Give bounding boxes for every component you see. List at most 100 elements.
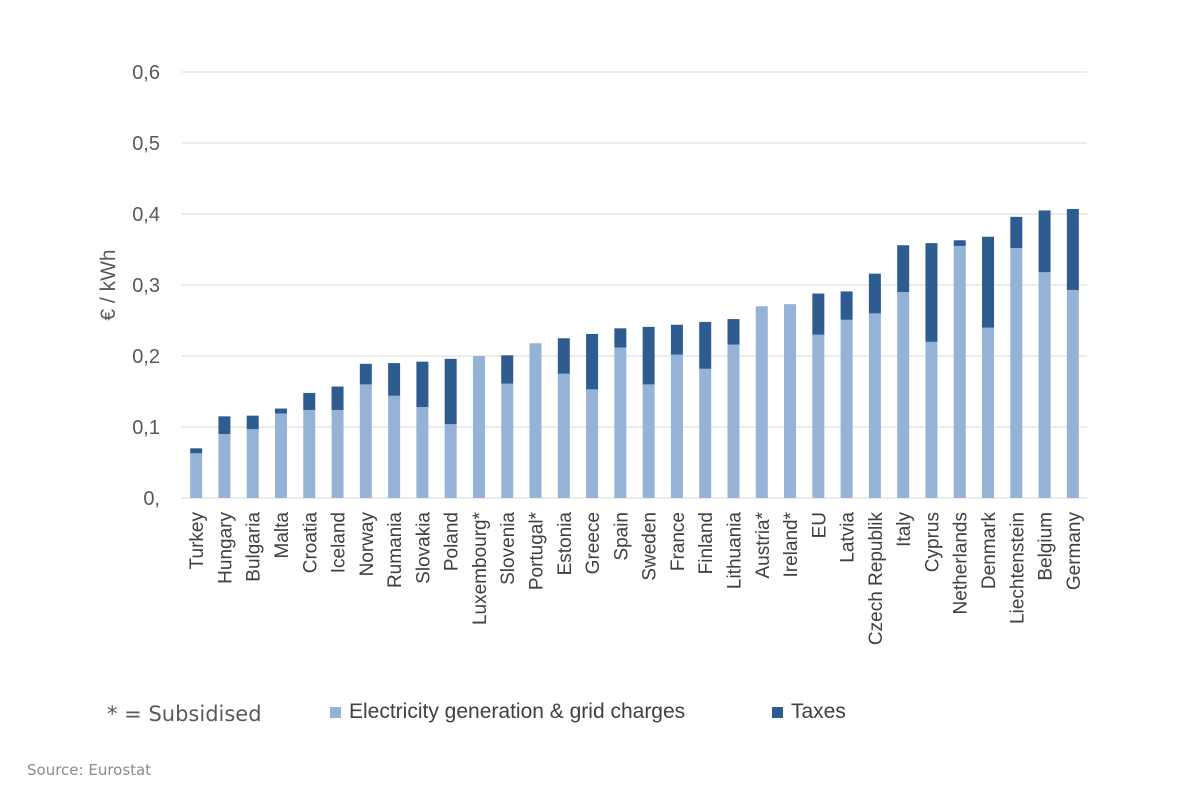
bar-segment-generation [472, 356, 485, 498]
bar-segment-generation [812, 334, 825, 498]
bar-segment-generation [925, 341, 938, 498]
bar-segment-generation [529, 343, 542, 498]
bar-segment-taxes [953, 240, 966, 246]
x-tick-label: Luxembourg* [470, 511, 491, 625]
bar-segment-generation [416, 407, 429, 498]
bar-segment-generation [897, 292, 910, 498]
bar-segment-generation [388, 395, 401, 498]
y-tick-label: 0,4 [132, 204, 160, 226]
bar-segment-taxes [388, 363, 401, 396]
x-tick-label: Portugal* [527, 511, 548, 590]
bar-segment-taxes [218, 416, 231, 435]
bar-segment-taxes [868, 273, 881, 314]
bar-segment-generation [840, 319, 853, 498]
x-tick-label: Netherlands [951, 512, 972, 614]
x-tick-label: Estonia [555, 512, 576, 576]
y-tick-labels: 0, 0,1 0,2 0,3 0,4 0,5 0,6 [132, 62, 160, 510]
bar-segment-generation [1010, 248, 1023, 498]
bar-segment-generation [218, 434, 231, 498]
bar-segment-taxes [1010, 216, 1023, 249]
legend-item-generation: Electricity generation & grid charges [330, 700, 685, 724]
bar-segment-taxes [699, 321, 712, 369]
legend-swatch-generation [330, 706, 341, 718]
bar-segment-generation [274, 413, 287, 498]
x-tick-label: Sweden [640, 512, 661, 581]
bar-segment-taxes [1038, 210, 1051, 273]
legend-swatch-taxes [772, 706, 783, 718]
x-tick-label: Latvia [838, 512, 859, 563]
bar-segment-taxes [246, 415, 259, 430]
x-tick-label: Lithuania [724, 512, 745, 590]
bar-segment-generation [246, 429, 259, 498]
x-tick-label: France [668, 512, 689, 571]
x-tick-label: Slovenia [498, 512, 519, 585]
bar-segment-taxes [331, 386, 344, 410]
x-tick-label: Norway [357, 512, 378, 577]
y-tick-label: 0,6 [132, 62, 160, 84]
bar-segment-taxes [614, 328, 627, 348]
bar-segment-generation [727, 344, 740, 498]
x-tick-label: EU [809, 512, 830, 538]
bar-segment-generation [331, 409, 344, 498]
bar-segment-generation [1038, 272, 1051, 498]
bar-segment-generation [444, 424, 457, 498]
bar-segment-taxes [359, 363, 372, 385]
bar-segment-generation [670, 354, 683, 498]
bar-segment-taxes [727, 319, 740, 345]
bar-segment-taxes [642, 326, 655, 385]
bar-segment-generation [614, 347, 627, 498]
bar-segment-taxes [1066, 209, 1079, 290]
x-tick-label: Rumania [385, 512, 406, 588]
bar-segment-taxes [925, 243, 938, 342]
x-tick-label: Czech Republik [866, 512, 887, 646]
bar-segment-taxes [190, 448, 203, 454]
bar-segment-taxes [897, 245, 910, 293]
bar-segment-taxes [444, 358, 457, 425]
source-note: Source: Eurostat [27, 761, 152, 779]
x-tick-label: Germany [1064, 512, 1085, 591]
bar-segment-taxes [586, 333, 599, 390]
y-tick-label: 0, [143, 488, 160, 510]
x-tick-labels: Turkey Hungary Bulgaria Malta Croatia Iceland… [187, 511, 1085, 645]
x-tick-label: Italy [894, 512, 915, 547]
x-tick-label: Hungary [215, 512, 236, 584]
y-tick-label: 0,2 [132, 346, 160, 368]
bar-segment-taxes [670, 324, 683, 355]
x-tick-label: Spain [611, 512, 632, 561]
bar-segment-taxes [416, 361, 429, 408]
bar-segment-taxes [501, 355, 514, 384]
stacked-bar-chart: 0, 0,1 0,2 0,3 0,4 0,5 0,6 Turkey Hungary Bulgar… [97, 62, 1087, 645]
y-tick-label: 0,3 [132, 275, 160, 297]
bar-segment-generation [303, 409, 316, 498]
y-axis-label: € / kWh [97, 249, 120, 320]
bar-segment-generation [784, 304, 797, 498]
x-tick-label: Ireland* [781, 511, 802, 577]
bar-segment-generation [982, 327, 995, 498]
bar-segment-taxes [982, 236, 995, 328]
x-tick-label: Greece [583, 512, 604, 574]
bar-segment-generation [359, 384, 372, 498]
x-tick-label: Liechtenstein [1007, 512, 1028, 624]
bar-segment-taxes [840, 291, 853, 320]
legend-label-generation: Electricity generation & grid charges [349, 700, 686, 723]
bar-segment-generation [953, 245, 966, 498]
subsidised-note: * = Subsidised [107, 702, 262, 726]
bar-segment-generation [501, 383, 514, 498]
x-tick-label: Turkey [187, 512, 208, 570]
bar-segment-generation [699, 368, 712, 498]
bar-segment-generation [755, 306, 768, 498]
bar-segment-taxes [557, 338, 570, 374]
legend-label-taxes: Taxes [791, 700, 846, 723]
y-tick-label: 0,5 [132, 133, 160, 155]
x-tick-label: Malta [272, 512, 293, 559]
bar-segment-generation [557, 373, 570, 498]
bar-segment-taxes [274, 408, 287, 414]
bar-segment-taxes [812, 293, 825, 335]
x-tick-label: Iceland [329, 512, 350, 573]
gridlines [182, 71, 1087, 499]
x-tick-label: Austria* [753, 511, 774, 578]
x-tick-label: Poland [442, 512, 463, 571]
y-tick-label: 0,1 [132, 417, 160, 439]
bar-segment-generation [642, 384, 655, 498]
bar-segment-generation [190, 453, 203, 498]
